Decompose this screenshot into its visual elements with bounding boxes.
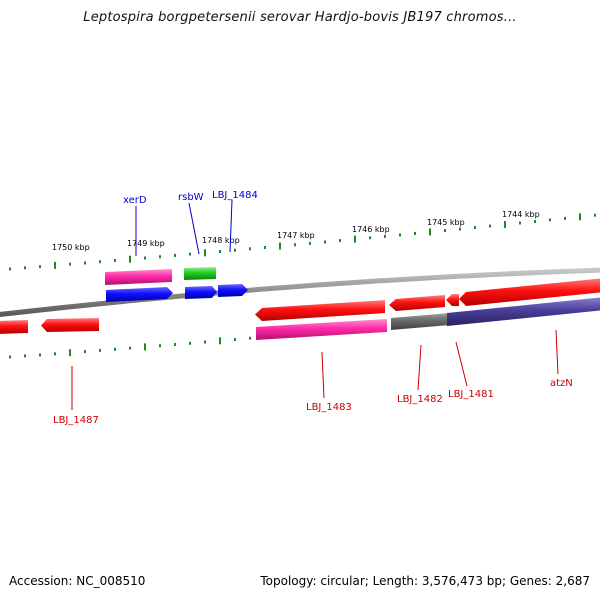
gene-label-atzN[interactable]: atzN	[550, 378, 573, 389]
gene-LBJ_1482-arrow[interactable]	[389, 295, 445, 311]
scale-label-1750: 1750 kbp	[52, 243, 90, 252]
scale-labels: 1750 kbp 1749 kbp 1748 kbp 1747 kbp 1746…	[52, 210, 540, 252]
chromosome-backbone	[0, 267, 600, 317]
forward-features	[105, 267, 248, 302]
scale-label-1749: 1749 kbp	[127, 239, 165, 248]
reverse-features	[0, 278, 600, 340]
scale-label-1747: 1747 kbp	[277, 231, 315, 240]
gene-rsbW-band[interactable]	[184, 267, 216, 280]
gene-LBJ_1484-arrow[interactable]	[218, 284, 248, 297]
topology-text: Topology: circular; Length: 3,576,473 bp…	[260, 574, 590, 588]
gene-label-rsbW[interactable]: rsbW	[178, 192, 204, 203]
gene-label-LBJ_1483[interactable]: LBJ_1483	[306, 402, 352, 413]
gene-LBJ_1482-band[interactable]	[391, 313, 450, 330]
gene-label-xerD[interactable]: xerD	[123, 195, 147, 206]
scale-label-1745: 1745 kbp	[427, 218, 465, 227]
gene-atzN-arrow[interactable]	[459, 278, 600, 306]
accession-text: Accession: NC_008510	[9, 574, 146, 588]
scale-label-1746: 1746 kbp	[352, 225, 390, 234]
gene-label-LBJ_1482[interactable]: LBJ_1482	[397, 394, 443, 405]
gene-xerD-arrow[interactable]	[106, 287, 173, 302]
gene-label-LBJ_1481[interactable]: LBJ_1481	[448, 389, 494, 400]
map-title: Leptospira borgpetersenii serovar Hardjo…	[83, 10, 517, 25]
gene-LBJ_1487-arrow[interactable]	[41, 318, 99, 332]
upper-tick-ring	[9, 213, 596, 271]
gene-atzN-band[interactable]	[447, 297, 600, 326]
scale-label-1744: 1744 kbp	[502, 210, 540, 219]
gene-labels: xerD rsbW LBJ_1484 LBJ_1487 LBJ_1483 LBJ…	[53, 190, 573, 426]
label-leaders	[71, 199, 559, 410]
gene-LBJ_1483-arrow[interactable]	[255, 300, 385, 321]
scale-label-1748: 1748 kbp	[202, 236, 240, 245]
gene-small-arrow[interactable]	[446, 294, 459, 306]
gene-label-LBJ_1487[interactable]: LBJ_1487	[53, 415, 99, 426]
gene-rsbW-arrow[interactable]	[185, 286, 217, 299]
gene-label-LBJ_1484[interactable]: LBJ_1484	[212, 190, 258, 201]
gene-LBJ_1483-band[interactable]	[256, 319, 387, 340]
gene-xerD-band[interactable]	[105, 269, 172, 285]
gene-left-fragment[interactable]	[0, 320, 28, 334]
